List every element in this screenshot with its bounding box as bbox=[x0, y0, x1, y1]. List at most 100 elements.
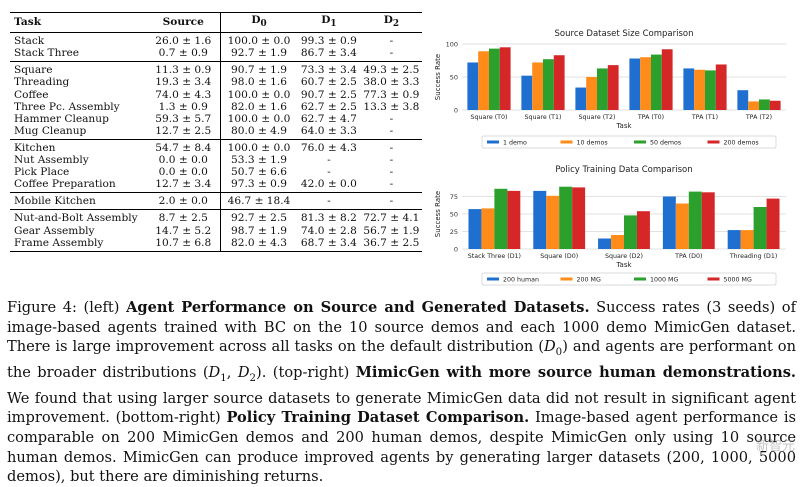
legend-swatch bbox=[560, 277, 573, 281]
d2-cell: - bbox=[389, 178, 394, 191]
d1-cell: 68.7 ± 3.4 bbox=[297, 236, 361, 252]
source-cell: 12.7 ± 2.5 bbox=[146, 124, 221, 140]
table-row: Threading 19.3 ± 3.4 98.0 ± 1.6 60.7 ± 2… bbox=[10, 76, 422, 89]
source-cell: 59.3 ± 5.7 bbox=[146, 112, 221, 125]
task-cell: Coffee bbox=[14, 88, 49, 101]
y-tick-label: 75 bbox=[450, 193, 458, 201]
d0-cell: 53.3 ± 1.9 bbox=[230, 154, 288, 167]
d1-cell: - bbox=[327, 154, 331, 167]
bar bbox=[740, 230, 754, 249]
table-row: Square 11.3 ± 0.9 90.7 ± 1.9 73.3 ± 3.4 … bbox=[10, 61, 422, 77]
source-cell: 0.7 ± 0.9 bbox=[146, 47, 221, 62]
table-group: Stack 26.0 ± 1.6 100.0 ± 0.0 99.3 ± 0.9 … bbox=[10, 32, 422, 62]
bar bbox=[629, 58, 641, 110]
source-cell: 12.7 ± 3.4 bbox=[146, 178, 221, 193]
bar bbox=[636, 211, 650, 249]
d2-cell: 36.7 ± 2.5 bbox=[360, 236, 422, 252]
chart-title: Policy Training Data Comparison bbox=[555, 165, 692, 175]
bar bbox=[597, 68, 608, 110]
y-tick-label: 25 bbox=[450, 228, 458, 236]
bar bbox=[607, 65, 619, 110]
figure-caption: Figure 4: (left) Agent Performance on So… bbox=[7, 298, 796, 487]
legend-swatch bbox=[487, 140, 499, 144]
bar bbox=[688, 191, 702, 249]
bar bbox=[662, 196, 676, 249]
table-row: Stack 26.0 ± 1.6 100.0 ± 0.0 99.3 ± 0.9 … bbox=[10, 32, 422, 48]
bar bbox=[586, 77, 597, 110]
header-d0: D0 bbox=[220, 11, 298, 34]
d0-cell: 90.7 ± 1.9 bbox=[220, 61, 298, 77]
x-tick-label: TPA (D0) bbox=[674, 253, 702, 260]
table-group: Kitchen 54.7 ± 8.4 100.0 ± 0.0 76.0 ± 4.… bbox=[10, 138, 422, 193]
bar bbox=[533, 190, 547, 249]
source-cell: 8.7 ± 2.5 bbox=[146, 209, 221, 225]
bar bbox=[624, 215, 637, 249]
table-row: Nut Assembly 0.0 ± 0.0 53.3 ± 1.9 - - bbox=[10, 154, 422, 167]
source-cell: 2.0 ± 0.0 bbox=[146, 192, 221, 210]
bar bbox=[467, 62, 479, 110]
source-cell: 10.7 ± 6.8 bbox=[146, 236, 221, 252]
bar bbox=[494, 188, 508, 249]
d1-cell: 73.3 ± 3.4 bbox=[297, 61, 361, 77]
bar bbox=[572, 187, 586, 249]
source-cell: 11.3 ± 0.9 bbox=[146, 61, 221, 77]
figure-label: Figure 4: bbox=[7, 299, 77, 316]
legend-label: 10 demos bbox=[577, 140, 608, 147]
d0-cell: 80.0 ± 4.9 bbox=[230, 124, 288, 137]
bar bbox=[543, 59, 554, 110]
caption-text: (left) bbox=[76, 299, 127, 316]
math-sub: 1 bbox=[220, 372, 227, 384]
legend-swatch bbox=[707, 140, 720, 144]
source-cell: 54.7 ± 8.4 bbox=[146, 138, 221, 155]
table-row: Three Pc. Assembly 1.3 ± 0.9 82.0 ± 1.6 … bbox=[10, 100, 422, 113]
header-source: Source bbox=[146, 11, 221, 34]
y-tick-label: 50 bbox=[450, 211, 458, 219]
results-table: Task Source D0 D1 D2 Stack 26.0 ± 1.6 10… bbox=[10, 11, 422, 252]
caption-heading: Policy Training Dataset Comparison. bbox=[226, 409, 530, 427]
source-cell: 26.0 ± 1.6 bbox=[146, 32, 221, 48]
caption-math: D1 bbox=[209, 364, 227, 384]
x-tick-label: TPA (T0) bbox=[637, 114, 664, 121]
legend-swatch bbox=[560, 140, 573, 144]
legend-swatch bbox=[634, 277, 646, 281]
header-d1-base: D bbox=[321, 14, 331, 26]
table-row: Coffee 74.0 ± 4.3 100.0 ± 0.0 90.7 ± 2.5… bbox=[10, 88, 422, 101]
x-axis-label: Task bbox=[615, 122, 632, 130]
task-cell: Coffee Preparation bbox=[14, 178, 116, 191]
bar bbox=[478, 51, 489, 110]
task-cell: Stack bbox=[14, 35, 45, 48]
header-d2-base: D bbox=[383, 14, 393, 26]
header-d1-sub: 1 bbox=[330, 19, 337, 30]
d1-cell: - bbox=[327, 166, 331, 179]
math-base: D bbox=[543, 338, 556, 356]
bar bbox=[507, 190, 521, 249]
task-cell: Gear Assembly bbox=[14, 224, 95, 237]
x-axis-label: Task bbox=[615, 261, 632, 269]
bar bbox=[683, 68, 695, 110]
header-task: Task bbox=[10, 11, 147, 34]
header-d0-sub: 0 bbox=[260, 19, 267, 30]
d2-cell: 56.7 ± 1.9 bbox=[363, 224, 420, 237]
d0-cell: 82.0 ± 4.3 bbox=[220, 236, 298, 252]
header-source-label: Source bbox=[162, 16, 204, 29]
task-cell: Square bbox=[10, 61, 147, 77]
caption-text: , bbox=[226, 364, 238, 382]
task-cell: Frame Assembly bbox=[10, 236, 147, 252]
x-tick-label: Threading (D1) bbox=[729, 253, 778, 260]
math-sub: 2 bbox=[249, 372, 257, 384]
caption-text: Success rates (3 seeds) of image-based a… bbox=[7, 299, 796, 356]
task-cell: Threading bbox=[14, 76, 70, 89]
bar bbox=[521, 75, 533, 110]
table-row: Nut-and-Bolt Assembly 8.7 ± 2.5 92.7 ± 2… bbox=[10, 209, 422, 225]
bar bbox=[611, 235, 624, 249]
legend-label: 5000 MG bbox=[724, 277, 752, 284]
d1-cell: 62.7 ± 4.7 bbox=[300, 112, 357, 125]
caption-heading: Agent Performance on Source and Generate… bbox=[126, 299, 590, 316]
source-cell: 0.0 ± 0.0 bbox=[146, 154, 221, 167]
legend-swatch bbox=[707, 277, 720, 281]
x-tick-label: TPA (T2) bbox=[745, 114, 772, 121]
d0-cell: 82.0 ± 1.6 bbox=[230, 100, 288, 113]
bar bbox=[701, 192, 715, 249]
y-tick-label: 50 bbox=[450, 74, 458, 82]
d1-cell: 81.3 ± 8.2 bbox=[297, 209, 361, 225]
